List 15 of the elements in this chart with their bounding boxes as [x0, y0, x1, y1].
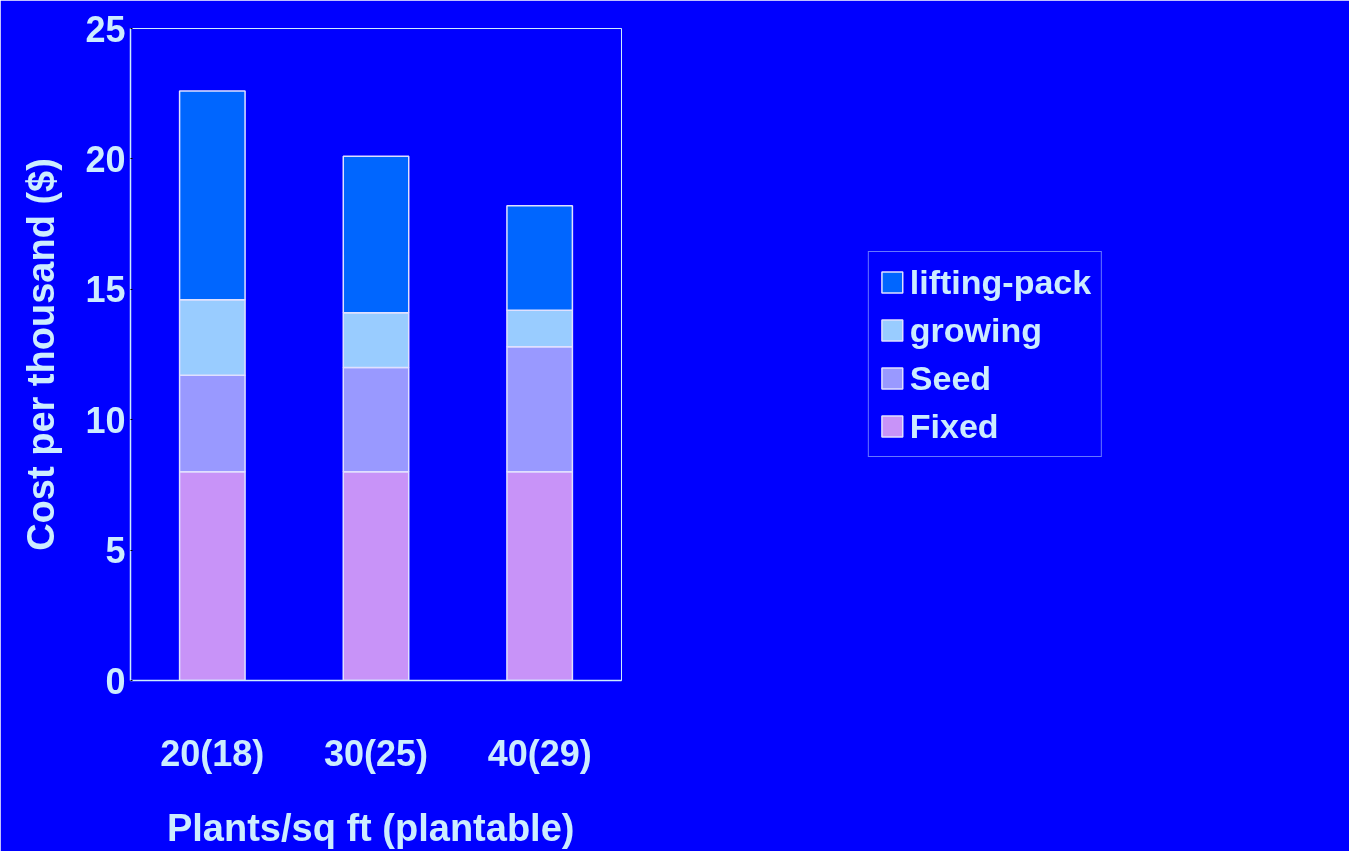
- legend-label: Seed: [909, 358, 992, 398]
- y-tick-label: 5: [105, 530, 126, 572]
- legend-label: growing: [909, 310, 1043, 350]
- y-tick-label: 15: [85, 269, 126, 311]
- legend-label: Fixed: [909, 406, 999, 446]
- x-tick-label: 40(29): [487, 732, 592, 774]
- y-tick-label: 0: [105, 660, 126, 702]
- x-tick-label: 30(25): [323, 732, 429, 774]
- y-tick-label: 10: [85, 399, 126, 441]
- y-axis-title: Cost per thousand ($): [20, 158, 63, 551]
- y-tick-label: 25: [85, 8, 126, 50]
- x-tick-label: 20(18): [160, 732, 265, 774]
- y-tick-label: 20: [85, 138, 126, 180]
- legend-label: lifting-pack: [909, 262, 1092, 302]
- x-axis-title: Plants/sq ft (plantable): [166, 806, 575, 849]
